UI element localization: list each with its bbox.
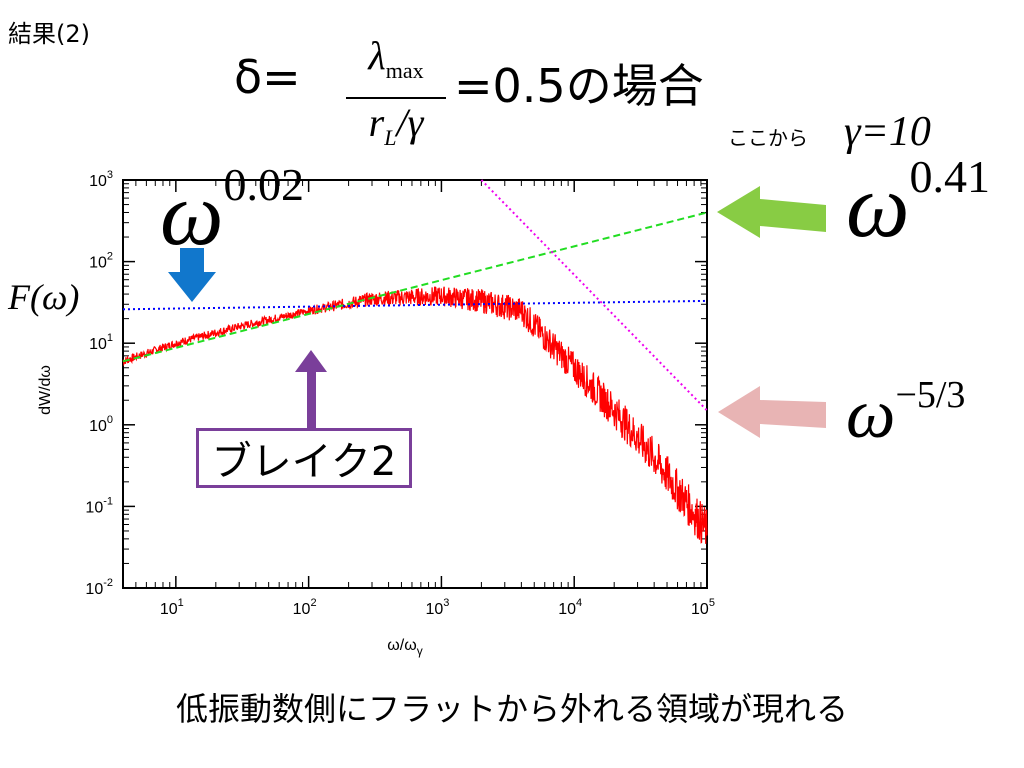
x-tick-label-4: 105	[691, 597, 715, 618]
y-tick-label-1: 10-1	[85, 495, 113, 516]
omega-rise-base: ω	[846, 157, 910, 256]
fit-line-3	[480, 179, 708, 412]
formula-denominator: rL/γ	[346, 101, 446, 160]
gamma-note-expr: γ=10	[844, 109, 931, 155]
omega-fall-exp: −5/3	[895, 374, 966, 416]
omega-flat-label: ω0.02	[160, 162, 304, 260]
formula-numerator-sub: max	[385, 58, 424, 83]
omega-rise-exp: 0.41	[909, 151, 991, 202]
formula-lhs: δ=	[234, 50, 301, 104]
omega-flat-base: ω	[160, 165, 224, 264]
x-tick-label-3: 104	[558, 597, 582, 618]
spectrum-series	[122, 286, 708, 544]
plot-frame	[122, 179, 708, 589]
omega-flat-exp: 0.02	[223, 159, 305, 210]
x-axis-label: ω/ωγ	[387, 637, 422, 658]
f-omega-label: F(ω)	[8, 277, 80, 317]
break-2-box: ブレイク2	[196, 428, 412, 488]
axis-tick-labels: 101 102 103 104 105 10-2 10-1 100 101 102 103	[85, 169, 715, 618]
fit-line-2	[122, 211, 708, 363]
formula-fraction: λmax rL/γ	[346, 34, 446, 160]
y-tick-label-3: 101	[89, 332, 113, 353]
y-tick-label-0: 10-2	[85, 577, 113, 598]
x-tick-label-0: 101	[160, 597, 184, 618]
fraction-bar	[346, 97, 446, 99]
formula-denominator-sub: L	[384, 125, 397, 150]
y-tick-label-5: 103	[89, 169, 113, 190]
formula-rhs: =0.5の場合	[454, 59, 704, 113]
formula-header: δ= λmax rL/γ =0.5の場合	[234, 28, 794, 151]
formula-numerator: λmax	[346, 34, 446, 93]
omega-rise-label: ω0.41	[846, 154, 990, 252]
footer-caption: 低振動数側にフラットから外れる領域が現れる	[175, 690, 848, 728]
formula-denominator-rest: /γ	[396, 100, 424, 145]
formula-denominator-r: r	[368, 100, 385, 145]
fit-line-1	[122, 299, 708, 311]
omega-fall-label: ω−5/3	[846, 376, 965, 450]
x-tick-label-1: 102	[293, 597, 317, 618]
y-tick-label-4: 102	[89, 251, 113, 272]
gamma-note: ここから γ=10	[728, 108, 1018, 158]
x-tick-label-2: 103	[425, 597, 449, 618]
omega-fall-base: ω	[846, 376, 896, 453]
gamma-note-prefix: ここから	[728, 126, 808, 150]
slide-label: 結果(2)	[8, 20, 90, 48]
formula-numerator-symbol: λ	[368, 33, 386, 78]
y-axis-label: dW/dω	[37, 365, 54, 415]
y-tick-label-2: 100	[89, 414, 113, 435]
series-layer	[122, 179, 708, 544]
